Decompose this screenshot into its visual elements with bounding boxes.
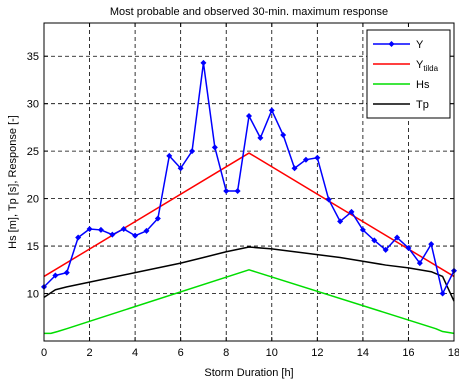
y-tick-label: 15 — [27, 241, 39, 253]
y-ticks: 10 15 20 25 30 35 — [27, 51, 454, 301]
legend-label-y-tilda-main: Y — [416, 59, 424, 71]
legend-label-y: Y — [416, 39, 424, 51]
series-y-point — [405, 244, 412, 251]
series-y-point — [268, 107, 275, 114]
series-y-point — [280, 132, 287, 139]
series-y-point — [337, 218, 344, 225]
series-y-point — [371, 237, 378, 244]
series-y-point — [63, 269, 70, 276]
series-y-point — [109, 231, 116, 238]
series-y-point — [177, 165, 184, 172]
legend: Y Ytilda Hs Tp — [366, 29, 451, 119]
y-axis-label: Hs [m], Tp [s], Response [-] — [7, 115, 19, 249]
series-y-point — [394, 234, 401, 241]
series-y-point — [416, 260, 423, 267]
x-tick-label: 8 — [223, 347, 229, 359]
series-layer — [41, 59, 457, 335]
legend-label-tp: Tp — [416, 99, 429, 111]
y-tick-label: 20 — [27, 194, 39, 206]
chart-title: Most probable and observed 30-min. maxim… — [110, 6, 388, 18]
series-y-point — [120, 225, 127, 232]
legend-label-hs: Hs — [416, 79, 430, 91]
series-y-point — [143, 227, 150, 234]
series-y-point — [428, 241, 435, 248]
y-tick-label: 30 — [27, 99, 39, 111]
series-y-point — [382, 246, 389, 253]
series-y-point — [154, 215, 161, 222]
series-y-point — [132, 232, 139, 239]
series-y-point — [246, 113, 252, 120]
legend-label-y-tilda: Ytilda — [416, 59, 439, 73]
series-y-point — [166, 152, 173, 159]
x-tick-label: 0 — [41, 347, 47, 359]
series-y-point — [200, 59, 207, 66]
series-y-point — [97, 226, 104, 233]
plot-frame — [43, 22, 455, 342]
x-ticks: 0 2 4 6 8 10 12 14 16 18 — [41, 23, 459, 359]
series-y-point — [314, 154, 321, 161]
x-tick-label: 6 — [178, 347, 184, 359]
x-tick-label: 12 — [311, 347, 323, 359]
x-tick-label: 18 — [448, 347, 459, 359]
y-tick-label: 25 — [27, 146, 39, 158]
series-y-point — [234, 188, 241, 195]
series-y-point — [439, 290, 446, 297]
series-tp-line — [43, 246, 455, 302]
x-tick-label: 2 — [86, 347, 92, 359]
series-y-point — [325, 196, 332, 203]
x-tick-label: 10 — [266, 347, 278, 359]
series-y-point — [75, 234, 82, 241]
x-tick-label: 4 — [132, 347, 138, 359]
y-tick-label: 35 — [27, 51, 39, 63]
series-y-point — [211, 144, 218, 151]
series-y-point — [291, 165, 298, 172]
series-y-point — [52, 272, 59, 279]
series-hs-line — [44, 269, 455, 335]
legend-marker-y — [388, 41, 395, 47]
series-y-point — [257, 134, 264, 141]
legend-label-y-tilda-subscript: tilda — [423, 64, 438, 73]
series-y-point — [348, 208, 355, 215]
series-y-point — [302, 156, 309, 163]
x-axis-label: Storm Duration [h] — [204, 367, 293, 379]
y-tick-label: 10 — [27, 289, 39, 301]
x-tick-label: 16 — [402, 347, 414, 359]
series-y-point — [86, 225, 93, 232]
series-y-point — [223, 188, 230, 195]
x-tick-label: 14 — [357, 347, 369, 359]
legend-box — [366, 29, 451, 119]
series-y-point — [359, 226, 366, 233]
series-y-point — [189, 148, 196, 155]
